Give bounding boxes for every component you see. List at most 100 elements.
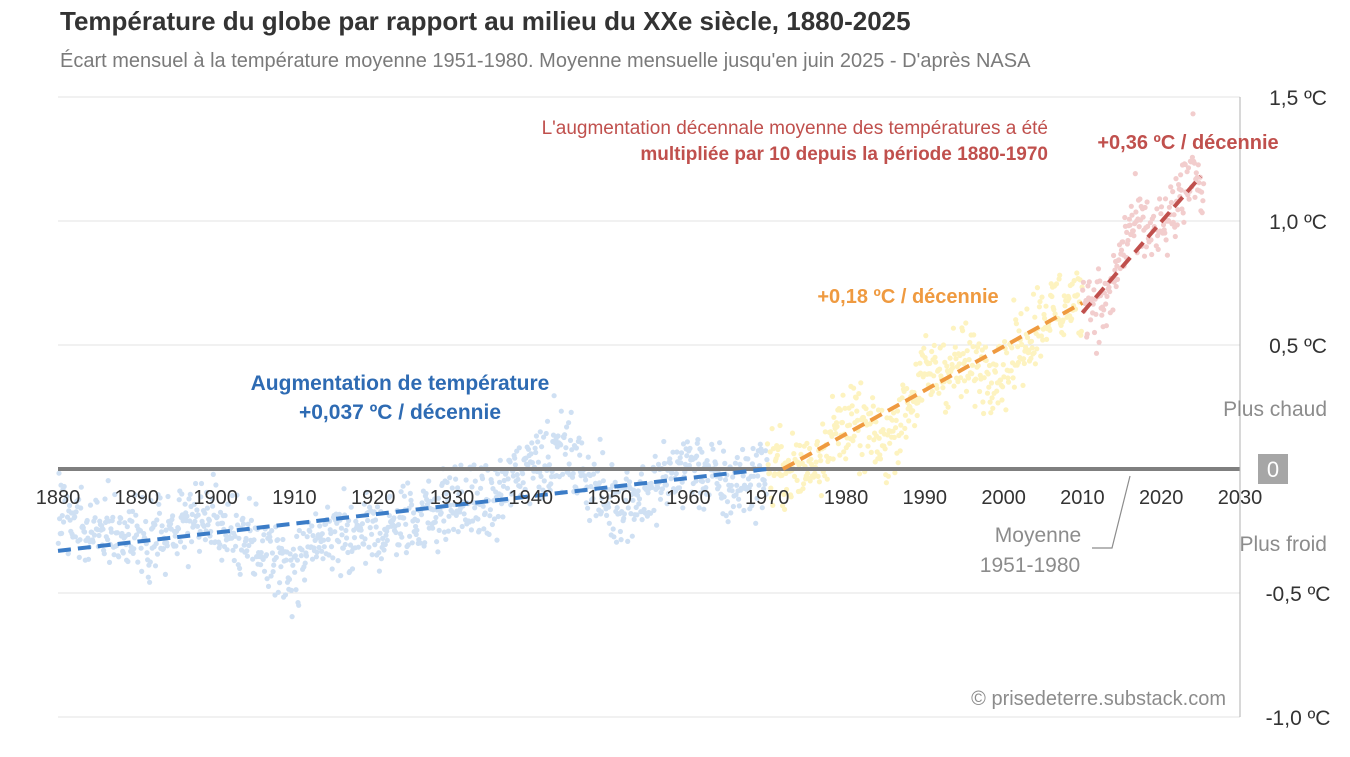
data-point bbox=[342, 541, 348, 548]
data-point bbox=[458, 462, 464, 468]
data-point bbox=[1044, 336, 1050, 342]
data-point bbox=[1011, 297, 1017, 303]
data-point bbox=[1125, 237, 1131, 244]
data-point bbox=[1174, 222, 1180, 228]
data-point bbox=[587, 517, 593, 524]
trend-1970-2010 bbox=[781, 301, 1084, 471]
data-point bbox=[1160, 222, 1167, 228]
data-point bbox=[501, 477, 507, 484]
data-point bbox=[781, 491, 787, 497]
data-point bbox=[296, 527, 302, 534]
data-point bbox=[747, 482, 754, 488]
data-point bbox=[131, 546, 137, 552]
data-point bbox=[625, 538, 631, 545]
data-point bbox=[407, 533, 413, 539]
data-point bbox=[158, 529, 164, 535]
data-point bbox=[950, 325, 957, 331]
data-point bbox=[472, 478, 478, 484]
data-point bbox=[770, 502, 776, 508]
data-point bbox=[479, 476, 486, 482]
data-point bbox=[706, 492, 712, 498]
data-point bbox=[539, 444, 545, 450]
data-point bbox=[942, 409, 949, 415]
data-point bbox=[990, 405, 996, 411]
data-point bbox=[165, 493, 171, 500]
data-point bbox=[476, 527, 482, 533]
data-point bbox=[469, 484, 475, 490]
data-point bbox=[76, 496, 82, 503]
data-point bbox=[853, 395, 859, 401]
data-point bbox=[1181, 219, 1187, 225]
data-point bbox=[636, 501, 642, 507]
data-point bbox=[807, 445, 813, 452]
data-point bbox=[541, 434, 547, 440]
data-point bbox=[280, 536, 286, 543]
data-point bbox=[756, 482, 762, 488]
data-point bbox=[807, 478, 813, 484]
data-point bbox=[546, 462, 553, 468]
data-point bbox=[336, 511, 342, 517]
data-point bbox=[1039, 294, 1045, 300]
data-point bbox=[958, 394, 964, 400]
data-point bbox=[770, 446, 777, 452]
data-point bbox=[774, 452, 781, 458]
data-point bbox=[963, 388, 970, 394]
data-point bbox=[1132, 171, 1138, 177]
data-point bbox=[767, 449, 773, 455]
data-point bbox=[1031, 350, 1037, 356]
data-point bbox=[525, 446, 532, 452]
data-point bbox=[871, 437, 877, 443]
data-point bbox=[629, 491, 635, 498]
data-point bbox=[170, 513, 176, 519]
data-point bbox=[160, 546, 166, 552]
data-point bbox=[757, 441, 763, 447]
data-point bbox=[1011, 384, 1018, 390]
data-point bbox=[634, 512, 640, 518]
data-point bbox=[814, 439, 821, 445]
data-point bbox=[366, 544, 372, 550]
data-point bbox=[582, 473, 588, 479]
x-tick-label: 2010 bbox=[1060, 487, 1105, 509]
data-point bbox=[808, 456, 814, 462]
data-point bbox=[377, 530, 383, 536]
data-point bbox=[986, 362, 993, 369]
data-point bbox=[1060, 317, 1066, 323]
data-point bbox=[471, 462, 477, 468]
data-point bbox=[1157, 196, 1163, 202]
data-point bbox=[686, 462, 693, 469]
data-point bbox=[283, 557, 289, 563]
data-point bbox=[695, 437, 701, 443]
data-point bbox=[541, 478, 547, 484]
data-point bbox=[833, 431, 839, 437]
data-point bbox=[73, 509, 79, 515]
data-point bbox=[804, 440, 810, 446]
data-point bbox=[418, 512, 425, 518]
data-point bbox=[120, 550, 126, 556]
data-point bbox=[1061, 332, 1067, 338]
annotation-red-line2: multipliée par 10 depuis la période 1880… bbox=[640, 144, 1048, 165]
data-point bbox=[145, 574, 151, 580]
data-point bbox=[59, 513, 65, 519]
data-point bbox=[964, 348, 970, 354]
data-point bbox=[854, 417, 861, 423]
data-point bbox=[335, 558, 341, 564]
data-point bbox=[302, 577, 308, 583]
data-point bbox=[1086, 279, 1092, 285]
data-point bbox=[703, 485, 709, 491]
data-point bbox=[705, 477, 711, 484]
data-point bbox=[393, 552, 400, 558]
data-point bbox=[820, 421, 826, 427]
x-tick-label: 1950 bbox=[587, 487, 632, 509]
data-point bbox=[969, 362, 976, 368]
data-point bbox=[585, 505, 591, 511]
data-point bbox=[228, 525, 234, 531]
data-point bbox=[391, 515, 397, 521]
data-point bbox=[873, 419, 879, 425]
data-point bbox=[64, 493, 70, 499]
data-point bbox=[1095, 266, 1102, 272]
data-point bbox=[193, 480, 199, 487]
data-point bbox=[1037, 299, 1043, 305]
data-point bbox=[710, 446, 716, 452]
data-point bbox=[405, 542, 411, 548]
data-point bbox=[980, 399, 986, 405]
